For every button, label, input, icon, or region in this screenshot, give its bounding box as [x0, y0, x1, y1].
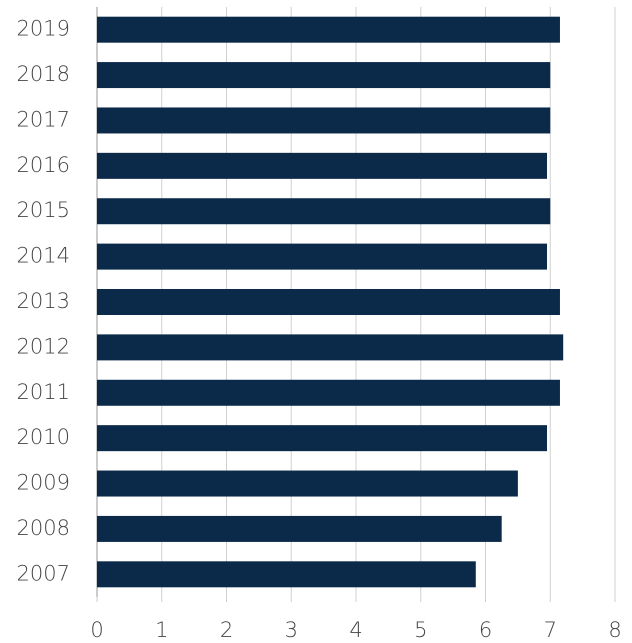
x-tick-label: 3 [285, 618, 298, 642]
bar [97, 243, 548, 270]
x-tick-label: 2 [220, 618, 233, 642]
x-tick-label: 7 [544, 618, 557, 642]
bar [97, 470, 518, 497]
y-tick-label: 2019 [17, 17, 70, 41]
y-tick-label: 2015 [17, 198, 70, 222]
bar [97, 62, 551, 89]
bar [97, 289, 560, 315]
y-tick-label: 2017 [17, 107, 70, 131]
y-tick-label: 2011 [17, 380, 70, 404]
y-tick-label: 2007 [17, 561, 70, 585]
x-tick-label: 0 [90, 618, 103, 642]
bar [97, 152, 548, 179]
y-tick-label: 2013 [17, 289, 70, 313]
x-tick-label: 6 [479, 618, 492, 642]
x-tick-label: 8 [608, 618, 621, 642]
bar [97, 16, 560, 43]
y-tick-label: 2012 [17, 334, 70, 358]
x-tick-label: 4 [349, 618, 362, 642]
bar [97, 515, 502, 542]
bar [97, 379, 560, 406]
y-tick-label: 2014 [17, 244, 70, 268]
bar [97, 107, 551, 134]
x-tick-label: 5 [414, 618, 427, 642]
y-tick-label: 2010 [17, 425, 70, 449]
bar [97, 334, 564, 361]
y-tick-label: 2018 [17, 62, 70, 86]
bar [97, 198, 551, 225]
y-tick-label: 2009 [17, 471, 70, 495]
bar [97, 561, 476, 588]
x-tick-label: 1 [155, 618, 168, 642]
y-tick-label: 2008 [17, 516, 70, 540]
y-tick-label: 2016 [17, 153, 70, 177]
bar [97, 425, 548, 452]
